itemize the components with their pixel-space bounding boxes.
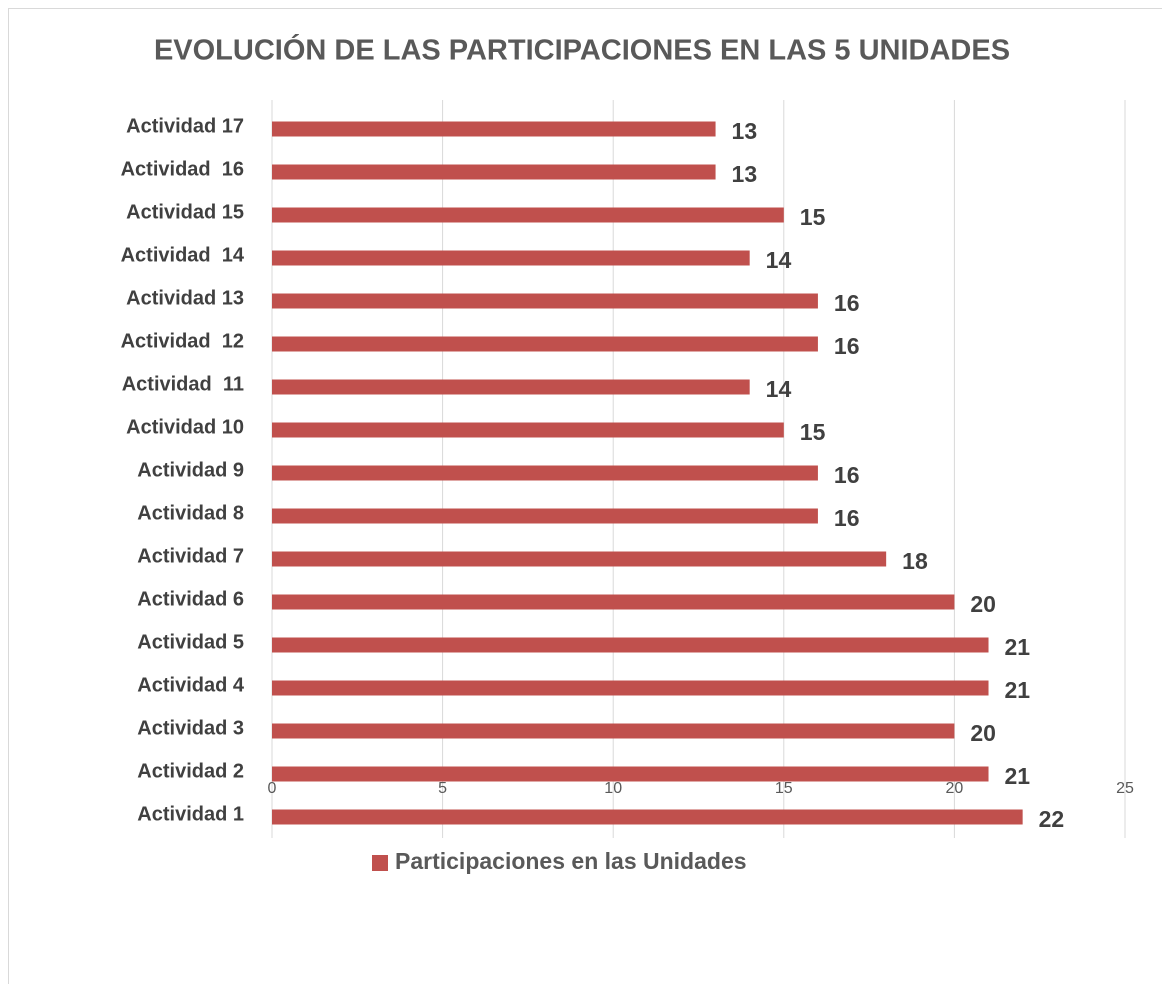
data-label: 16 [834, 505, 860, 531]
legend-swatch [372, 855, 388, 871]
data-label: 21 [1005, 677, 1031, 703]
bar [272, 250, 750, 266]
y-tick-label: Actividad 2 [137, 760, 244, 782]
x-tick-label: 5 [438, 780, 447, 797]
data-label: 21 [1005, 634, 1031, 660]
data-label: 16 [834, 290, 860, 316]
bar [272, 121, 716, 137]
y-tick-label: Actividad 5 [137, 631, 244, 653]
legend-label: Participaciones en las Unidades [395, 848, 747, 874]
data-label: 14 [766, 376, 792, 402]
bar [272, 809, 1023, 825]
y-tick-label: Actividad 15 [126, 201, 244, 223]
y-tick-label: Actividad 4 [137, 674, 245, 696]
data-label: 15 [800, 204, 826, 230]
x-tick-label: 0 [268, 780, 277, 797]
bar [272, 637, 989, 653]
y-tick-label: Actividad 1 [137, 803, 244, 825]
bar [272, 379, 750, 395]
y-tick-label: Actividad 11 [122, 373, 244, 395]
bar [272, 422, 784, 438]
y-tick-label: Actividad 6 [137, 588, 244, 610]
bar [272, 336, 818, 352]
y-tick-label: Actividad 13 [126, 287, 244, 309]
chart-title: EVOLUCIÓN DE LAS PARTICIPACIONES EN LAS … [154, 33, 1010, 67]
y-tick-label: Actividad 17 [126, 115, 244, 137]
data-label: 16 [834, 462, 860, 488]
data-label: 22 [1039, 806, 1065, 832]
bar [272, 766, 989, 782]
data-label: 13 [732, 161, 758, 187]
bar [272, 680, 989, 696]
y-tick-label: Actividad 10 [126, 416, 244, 438]
x-tick-label: 10 [604, 780, 622, 797]
data-label: 14 [766, 247, 792, 273]
chart-border [8, 8, 1162, 984]
bar [272, 723, 955, 739]
data-label: 20 [970, 720, 996, 746]
bar [272, 207, 784, 223]
y-tick-label: Actividad 16 [121, 158, 244, 180]
data-label: 15 [800, 419, 826, 445]
y-tick-label: Actividad 9 [137, 459, 244, 481]
data-label: 20 [970, 591, 996, 617]
bar [272, 551, 887, 567]
y-tick-label: Actividad 8 [137, 502, 244, 524]
y-tick-label: Actividad 14 [121, 244, 245, 266]
y-tick-label: Actividad 3 [137, 717, 244, 739]
x-tick-label: 20 [946, 780, 964, 797]
bar [272, 164, 716, 180]
data-label: 21 [1005, 763, 1031, 789]
data-label: 16 [834, 333, 860, 359]
data-label: 18 [902, 548, 928, 574]
x-tick-label: 15 [775, 780, 793, 797]
y-tick-label: Actividad 7 [137, 545, 244, 567]
bar [272, 293, 818, 309]
bar [272, 508, 818, 524]
x-tick-label: 25 [1116, 780, 1134, 797]
bar [272, 465, 818, 481]
bar [272, 594, 955, 610]
data-label: 13 [732, 118, 758, 144]
y-tick-label: Actividad 12 [121, 330, 244, 352]
